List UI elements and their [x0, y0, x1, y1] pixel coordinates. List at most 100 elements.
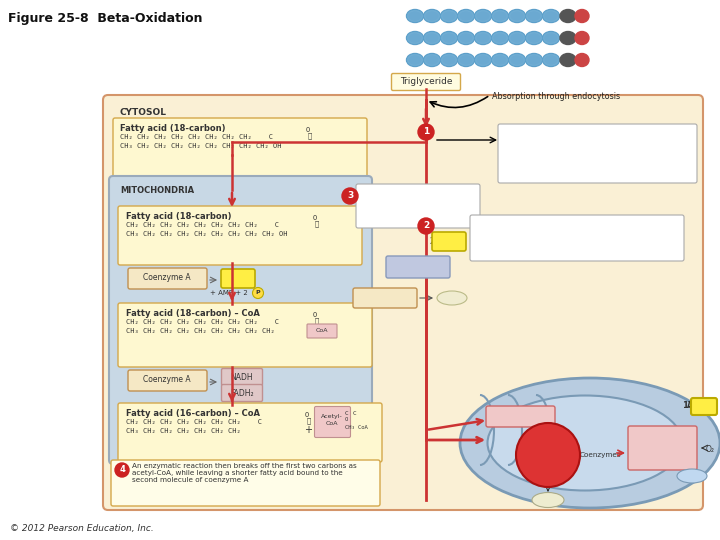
Text: Fatty acid (18-carbon): Fatty acid (18-carbon)	[126, 212, 232, 221]
FancyBboxPatch shape	[315, 407, 351, 437]
Text: CH₂ CH₂ CH₂ CH₂ CH₂ CH₂ CH₂ CH₂    C: CH₂ CH₂ CH₂ CH₂ CH₂ CH₂ CH₂ CH₂ C	[126, 222, 279, 228]
Circle shape	[516, 423, 580, 487]
Text: CYTOSOL: CYTOSOL	[120, 108, 167, 117]
Ellipse shape	[423, 31, 441, 44]
Ellipse shape	[408, 55, 423, 65]
Text: CH₃ CH₂ CH₂ CH₂ CH₂ CH₂ CH₂ CH₂ CH₂ OH: CH₃ CH₂ CH₂ CH₂ CH₂ CH₂ CH₂ CH₂ CH₂ OH	[126, 231, 287, 237]
Ellipse shape	[508, 31, 526, 44]
Ellipse shape	[526, 31, 542, 44]
Text: system: system	[648, 452, 676, 461]
FancyBboxPatch shape	[118, 403, 382, 462]
Ellipse shape	[475, 10, 490, 22]
Ellipse shape	[407, 10, 423, 23]
Text: C: C	[345, 411, 348, 416]
FancyBboxPatch shape	[432, 232, 466, 251]
Ellipse shape	[575, 53, 589, 66]
Text: Triglyceride: Triglyceride	[400, 78, 452, 86]
Text: Citric: Citric	[536, 444, 559, 454]
Ellipse shape	[408, 32, 423, 44]
Ellipse shape	[457, 53, 474, 66]
Text: 3: 3	[347, 192, 353, 200]
Text: Electron: Electron	[647, 436, 678, 445]
FancyBboxPatch shape	[486, 406, 555, 427]
Ellipse shape	[492, 31, 508, 44]
Ellipse shape	[441, 32, 456, 44]
Ellipse shape	[560, 31, 576, 44]
Ellipse shape	[475, 55, 490, 65]
Text: CO₂: CO₂	[541, 496, 555, 504]
Text: O₂: O₂	[706, 446, 715, 455]
FancyBboxPatch shape	[109, 176, 372, 464]
FancyBboxPatch shape	[386, 186, 450, 208]
Ellipse shape	[532, 492, 564, 508]
Text: CoA: CoA	[316, 328, 328, 334]
Text: Fatty acid (16-carbon) – CoA: Fatty acid (16-carbon) – CoA	[126, 409, 260, 418]
Ellipse shape	[423, 53, 441, 66]
Text: Acetyl CoA: Acetyl CoA	[498, 411, 542, 421]
Ellipse shape	[492, 32, 508, 44]
Text: ∥: ∥	[308, 132, 312, 139]
Text: CH₂ CH₂ CH₂ CH₂ CH₂ CH₂ CH₂ CH₂    C: CH₂ CH₂ CH₂ CH₂ CH₂ CH₂ CH₂ CH₂ C	[126, 319, 279, 325]
Text: Pyruvate: Pyruvate	[398, 262, 438, 272]
Ellipse shape	[474, 10, 492, 23]
Ellipse shape	[492, 55, 508, 65]
Text: 4: 4	[119, 465, 125, 475]
Text: +: +	[304, 425, 312, 435]
Ellipse shape	[407, 53, 423, 66]
Ellipse shape	[441, 55, 456, 65]
Ellipse shape	[544, 55, 559, 65]
Ellipse shape	[457, 10, 474, 23]
FancyBboxPatch shape	[353, 288, 417, 308]
Ellipse shape	[425, 10, 439, 22]
Ellipse shape	[423, 10, 441, 23]
Text: ATP: ATP	[687, 402, 703, 410]
Ellipse shape	[425, 32, 439, 44]
Text: Fatty acid (18-carbon) – CoA: Fatty acid (18-carbon) – CoA	[126, 309, 260, 318]
Text: CH₃ CH₂ CH₂ CH₂ CH₂ CH₂ CH₂ CH₂ CH₂ OH: CH₃ CH₂ CH₂ CH₂ CH₂ CH₂ CH₂ CH₂ CH₂ OH	[120, 143, 282, 149]
Ellipse shape	[441, 10, 457, 23]
Ellipse shape	[542, 10, 559, 23]
Text: P: P	[256, 291, 261, 295]
FancyBboxPatch shape	[128, 268, 207, 289]
Ellipse shape	[526, 10, 541, 22]
Text: O: O	[313, 215, 318, 221]
Text: CH₃ CoA: CH₃ CoA	[345, 425, 368, 430]
Text: In the cytosol, the glycerol is
converted to pyruvate through
the glycolysis pat: In the cytosol, the glycerol is converte…	[476, 221, 600, 251]
FancyBboxPatch shape	[118, 303, 372, 367]
Ellipse shape	[575, 10, 589, 23]
Ellipse shape	[492, 10, 508, 22]
Text: O: O	[305, 412, 310, 418]
Text: CH₂ CH₂ CH₂ CH₂ CH₂ CH₂ CH₂ CH₂    C: CH₂ CH₂ CH₂ CH₂ CH₂ CH₂ CH₂ CH₂ C	[120, 134, 273, 140]
Ellipse shape	[526, 10, 542, 23]
Text: Coenzymes: Coenzymes	[579, 452, 621, 458]
Text: acid: acid	[539, 453, 557, 462]
FancyBboxPatch shape	[103, 95, 703, 510]
FancyBboxPatch shape	[222, 368, 263, 386]
Ellipse shape	[560, 53, 576, 66]
Text: An enzymatic reaction then breaks off the first two carbons as
acetyl-CoA, while: An enzymatic reaction then breaks off th…	[132, 463, 356, 483]
Ellipse shape	[508, 53, 526, 66]
Circle shape	[342, 188, 358, 204]
Ellipse shape	[492, 10, 508, 23]
Text: ∥: ∥	[315, 317, 319, 323]
Ellipse shape	[425, 55, 439, 65]
Text: O: O	[313, 312, 318, 318]
Text: Coenzyme A: Coenzyme A	[362, 295, 408, 301]
Ellipse shape	[677, 469, 707, 483]
FancyBboxPatch shape	[392, 73, 461, 91]
Text: Glycerol: Glycerol	[400, 192, 436, 201]
FancyBboxPatch shape	[222, 384, 263, 402]
Text: 17: 17	[682, 402, 693, 410]
Ellipse shape	[526, 55, 541, 65]
Ellipse shape	[459, 10, 474, 22]
Ellipse shape	[457, 31, 474, 44]
Text: Lysosomal enzymes break
down triglyceride molecules
into one glycerol molecule
a: Lysosomal enzymes break down triglycerid…	[504, 130, 618, 170]
Ellipse shape	[441, 10, 456, 22]
Text: O: O	[345, 417, 348, 422]
Text: ATP: ATP	[230, 273, 246, 282]
FancyBboxPatch shape	[111, 460, 380, 506]
Text: MITOCHONDRIA: MITOCHONDRIA	[120, 186, 194, 195]
Circle shape	[418, 218, 434, 234]
Ellipse shape	[542, 31, 559, 44]
Ellipse shape	[487, 395, 683, 490]
